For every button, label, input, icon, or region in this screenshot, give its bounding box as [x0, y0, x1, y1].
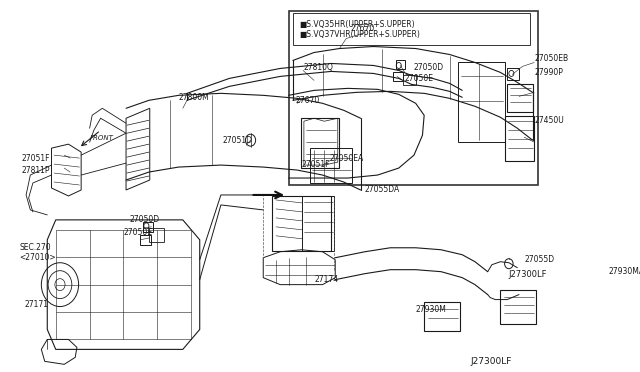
Bar — [272, 196, 331, 251]
Text: FRONT: FRONT — [90, 135, 113, 141]
Text: 27051F: 27051F — [22, 154, 51, 163]
Text: 27050E: 27050E — [124, 228, 152, 237]
Text: 27810Q: 27810Q — [303, 63, 333, 72]
Text: 27051D: 27051D — [223, 136, 253, 145]
Bar — [500, 290, 536, 324]
Text: 27670: 27670 — [351, 24, 375, 33]
Bar — [458, 62, 504, 142]
Text: 27450U: 27450U — [534, 116, 564, 125]
Text: 27171: 27171 — [24, 300, 49, 309]
Bar — [403, 76, 416, 86]
Bar — [310, 148, 352, 183]
Bar — [506, 116, 534, 161]
Bar — [396, 61, 404, 70]
Text: 27930M: 27930M — [416, 305, 447, 314]
Bar — [143, 222, 153, 232]
Text: 27800M: 27800M — [179, 93, 209, 102]
Bar — [507, 84, 532, 112]
Bar — [289, 11, 538, 185]
Text: 27930MA: 27930MA — [609, 267, 640, 276]
Bar — [149, 228, 164, 242]
Text: <27010>: <27010> — [19, 253, 56, 262]
Text: 27990P: 27990P — [534, 68, 563, 77]
Bar — [301, 118, 339, 168]
Text: 27050E: 27050E — [404, 74, 434, 83]
Text: 27055DA: 27055DA — [365, 186, 400, 195]
Text: 27051F: 27051F — [301, 160, 330, 169]
Text: 27055D: 27055D — [524, 255, 554, 264]
Bar — [302, 196, 334, 251]
Bar — [393, 73, 403, 81]
Text: 27050EA: 27050EA — [330, 154, 364, 163]
Bar — [140, 235, 152, 245]
Text: 27174: 27174 — [314, 275, 338, 284]
Text: 27811P: 27811P — [22, 166, 51, 174]
Bar — [293, 13, 530, 45]
Text: 27050D: 27050D — [413, 63, 444, 72]
Text: J27300LF: J27300LF — [471, 357, 512, 366]
Text: 27670: 27670 — [296, 96, 319, 105]
Text: 27050D: 27050D — [129, 215, 159, 224]
Text: 27050EB: 27050EB — [534, 54, 568, 63]
Text: SEC.270: SEC.270 — [19, 243, 51, 252]
Text: ■S.VQ37VHR(UPPER+S.UPPER): ■S.VQ37VHR(UPPER+S.UPPER) — [299, 30, 420, 39]
Text: ■S.VQ35HR(UPPER+S.UPPER): ■S.VQ35HR(UPPER+S.UPPER) — [299, 20, 415, 29]
Text: J27300LF: J27300LF — [509, 270, 547, 279]
Bar — [424, 302, 460, 331]
Bar — [507, 68, 519, 80]
